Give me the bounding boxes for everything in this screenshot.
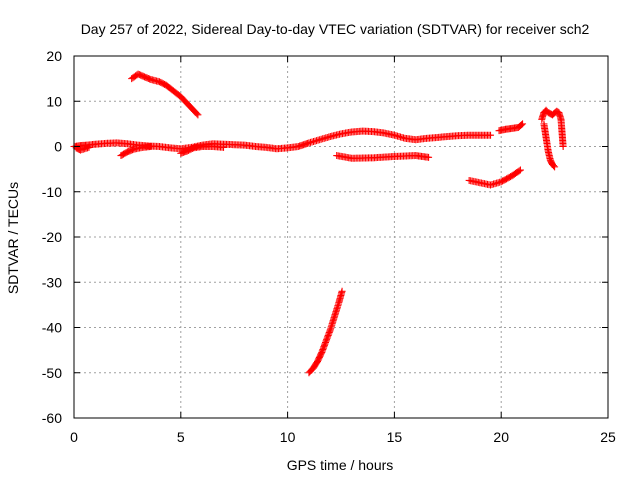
data-point bbox=[559, 143, 567, 150]
y-axis-title: SDTVAR / TECUs bbox=[5, 182, 21, 294]
y-tick-label: -20 bbox=[42, 229, 62, 245]
x-tick-label: 25 bbox=[600, 429, 616, 445]
data-point-fill bbox=[515, 167, 523, 175]
y-ticks: -60 -50 -40 -30 -20 -10 0 10 20 bbox=[42, 48, 608, 426]
x-tick-label: 0 bbox=[70, 429, 78, 445]
data-point bbox=[551, 163, 559, 171]
data-point bbox=[516, 166, 524, 174]
grid bbox=[74, 56, 608, 418]
data-series-segment bbox=[128, 70, 202, 119]
y-tick-label: -10 bbox=[42, 184, 62, 200]
data-point bbox=[85, 143, 93, 151]
x-tick-label: 5 bbox=[177, 429, 185, 445]
x-tick-label: 20 bbox=[493, 429, 509, 445]
data-series-segment bbox=[117, 143, 155, 160]
y-tick-label: -30 bbox=[42, 274, 62, 290]
y-tick-label: -60 bbox=[42, 410, 62, 426]
data-layer bbox=[70, 70, 567, 377]
x-tick-label: 10 bbox=[280, 429, 296, 445]
y-tick-label: 0 bbox=[54, 139, 62, 155]
chart-title: Day 257 of 2022, Sidereal Day-to-day VTE… bbox=[81, 21, 590, 37]
y-tick-label: 20 bbox=[46, 48, 62, 64]
y-tick-label: -50 bbox=[42, 365, 62, 381]
x-ticks: 0 5 10 15 20 25 bbox=[70, 56, 616, 445]
data-point bbox=[338, 287, 346, 295]
data-series-segment bbox=[495, 120, 527, 135]
data-series-segment bbox=[177, 143, 228, 157]
data-point bbox=[487, 131, 495, 139]
data-series-segment bbox=[72, 143, 93, 154]
data-series-segment bbox=[540, 120, 559, 171]
data-point-fill bbox=[193, 110, 201, 118]
y-tick-label: 10 bbox=[46, 93, 62, 109]
data-series-segment bbox=[333, 152, 433, 162]
data-point bbox=[519, 120, 527, 128]
data-series-segment bbox=[538, 106, 567, 150]
data-series-segment bbox=[305, 287, 346, 377]
data-point bbox=[220, 143, 228, 151]
data-point bbox=[147, 143, 155, 150]
data-point bbox=[194, 111, 202, 119]
x-tick-label: 15 bbox=[387, 429, 403, 445]
data-series-segment bbox=[465, 166, 524, 189]
data-point-fill bbox=[517, 121, 525, 129]
x-axis-title: GPS time / hours bbox=[287, 457, 394, 473]
data-point-fill bbox=[550, 162, 558, 170]
data-point bbox=[425, 153, 433, 161]
y-tick-label: -40 bbox=[42, 320, 62, 336]
